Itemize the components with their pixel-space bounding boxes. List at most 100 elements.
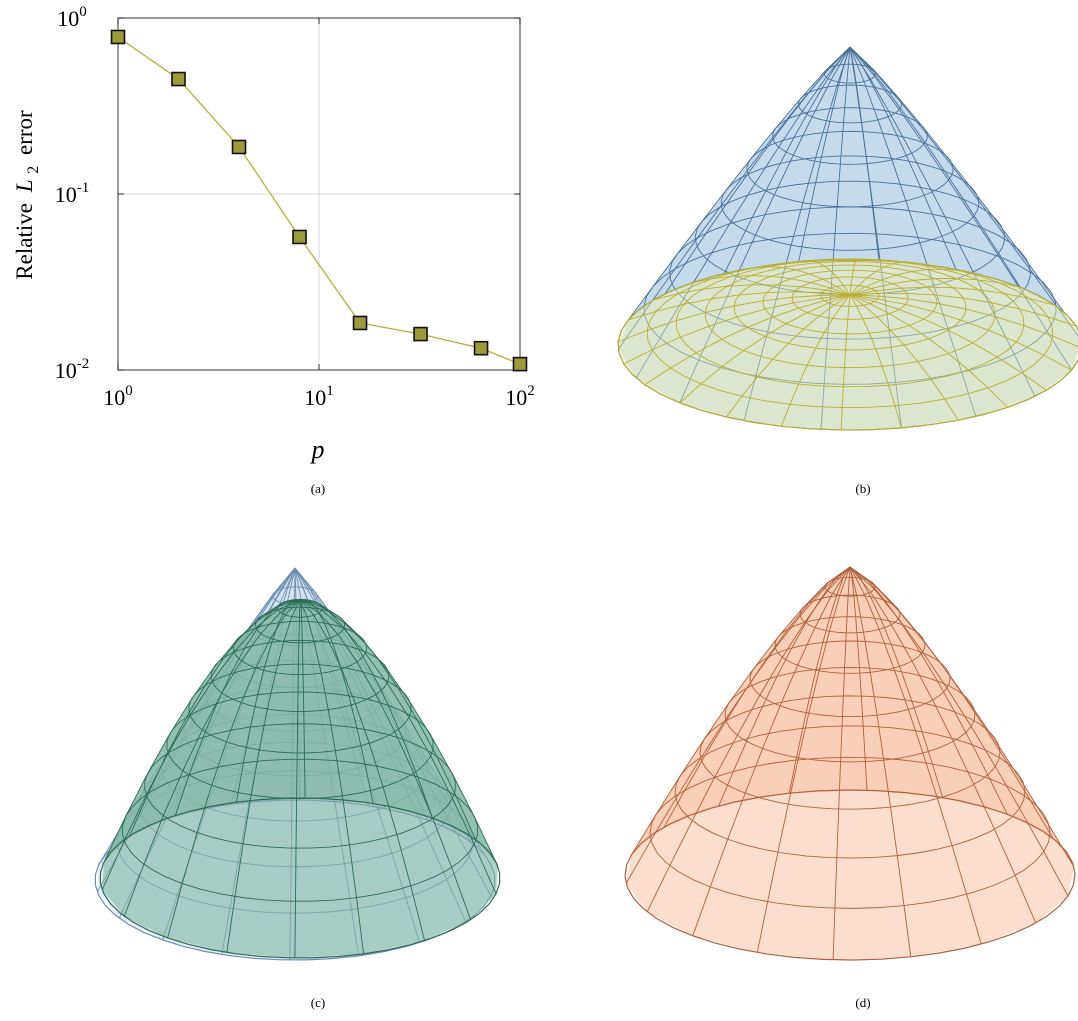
mesh-spoke bbox=[723, 46, 851, 274]
surface-face bbox=[762, 669, 817, 707]
mesh-spoke bbox=[128, 599, 301, 837]
surface-face bbox=[721, 327, 765, 351]
data-point bbox=[352, 315, 368, 331]
caption-c: (c) bbox=[310, 995, 326, 1010]
surface-face bbox=[746, 648, 792, 689]
surface-face bbox=[124, 864, 183, 938]
surface-face bbox=[683, 286, 728, 305]
surface-face bbox=[726, 163, 781, 204]
surface-face bbox=[776, 278, 811, 287]
surface-face bbox=[978, 289, 1020, 309]
surface-face bbox=[1003, 293, 1048, 317]
surface-face bbox=[820, 382, 902, 430]
surface-face bbox=[644, 367, 702, 403]
surface-face bbox=[692, 886, 768, 953]
surface-face bbox=[741, 377, 799, 405]
surface-face bbox=[956, 278, 1004, 294]
surface-face bbox=[878, 293, 908, 299]
caption-a: (a) bbox=[310, 481, 326, 496]
surface-face bbox=[786, 312, 820, 330]
surface-face bbox=[388, 705, 437, 757]
surface-face bbox=[102, 840, 144, 917]
mesh-spoke bbox=[849, 277, 1021, 296]
y-tick-label: 100 bbox=[57, 4, 87, 31]
surface-face bbox=[451, 844, 497, 920]
surface-face bbox=[474, 819, 498, 894]
mesh-spoke bbox=[798, 46, 851, 263]
surface-face bbox=[747, 697, 810, 739]
surface-face bbox=[678, 276, 732, 294]
mesh-spoke bbox=[299, 599, 365, 954]
surface-face bbox=[846, 318, 870, 334]
surface-face bbox=[815, 156, 870, 183]
surface-face bbox=[798, 365, 845, 387]
surface-face bbox=[795, 726, 866, 761]
surface-face bbox=[803, 316, 833, 333]
surface-face bbox=[396, 818, 452, 886]
surface-face bbox=[923, 311, 961, 331]
surface-face bbox=[734, 292, 767, 306]
surface-face bbox=[764, 323, 804, 344]
surface-face bbox=[294, 897, 364, 958]
surface-face bbox=[680, 326, 722, 353]
surface-face bbox=[871, 283, 902, 291]
solution-surface bbox=[624, 566, 1076, 961]
surface-face bbox=[710, 839, 778, 902]
surface-face bbox=[243, 723, 305, 763]
surface-face bbox=[644, 276, 684, 339]
surface-face bbox=[909, 319, 949, 339]
surface-face bbox=[777, 804, 839, 858]
mesh-spoke bbox=[849, 566, 1069, 897]
surface-face bbox=[896, 271, 936, 281]
mesh-spoke bbox=[623, 294, 851, 365]
surface-face bbox=[705, 294, 740, 313]
surface-face bbox=[933, 303, 966, 321]
mesh-spoke bbox=[849, 261, 919, 296]
surface-face bbox=[809, 667, 862, 698]
surface-face bbox=[788, 329, 825, 349]
mesh-spoke bbox=[679, 46, 851, 403]
surface-face bbox=[243, 611, 273, 635]
surface-face bbox=[302, 664, 349, 696]
surface-face bbox=[852, 270, 876, 278]
mesh-spoke bbox=[849, 294, 959, 421]
mesh-spoke bbox=[664, 46, 851, 294]
surface-face bbox=[850, 295, 875, 304]
mesh-spoke bbox=[849, 258, 860, 296]
data-point bbox=[231, 139, 247, 155]
mesh-spoke bbox=[849, 566, 982, 945]
surface-face bbox=[656, 289, 703, 312]
mesh-spoke bbox=[849, 46, 1078, 337]
surface-face bbox=[845, 333, 876, 350]
surface-face bbox=[167, 883, 235, 953]
y-axis-label-prefix: Relative bbox=[12, 203, 37, 280]
surface-face bbox=[234, 843, 297, 902]
surface-face bbox=[790, 273, 823, 283]
surface-face bbox=[706, 190, 767, 234]
surface-face bbox=[798, 233, 880, 263]
surface-face bbox=[827, 107, 863, 133]
surface-face bbox=[908, 161, 964, 200]
error-plot: 100 101 102 100 10-1 10-2 p Relative L 2 erro… bbox=[12, 4, 535, 464]
surface-face bbox=[701, 366, 758, 397]
surface-face bbox=[901, 287, 935, 295]
mesh-spoke bbox=[663, 566, 851, 828]
mesh-spoke bbox=[849, 566, 1075, 867]
surface-face bbox=[743, 375, 825, 430]
surface-face bbox=[727, 793, 789, 853]
surface-face bbox=[726, 396, 791, 427]
surface-face bbox=[934, 294, 966, 310]
mesh-spoke bbox=[625, 566, 851, 884]
surface-face bbox=[258, 608, 286, 628]
mesh-spoke bbox=[103, 599, 301, 863]
mesh-spoke bbox=[631, 566, 851, 855]
mesh-spoke bbox=[101, 599, 301, 891]
x-tick-label: 100 bbox=[103, 383, 133, 410]
mesh-spoke bbox=[849, 566, 944, 798]
x-tick-label: 102 bbox=[505, 383, 535, 410]
surface-face bbox=[203, 694, 258, 738]
surface-face bbox=[819, 304, 842, 319]
mesh-spoke bbox=[820, 46, 851, 430]
surface-face bbox=[793, 298, 825, 309]
surface-face bbox=[963, 298, 995, 317]
